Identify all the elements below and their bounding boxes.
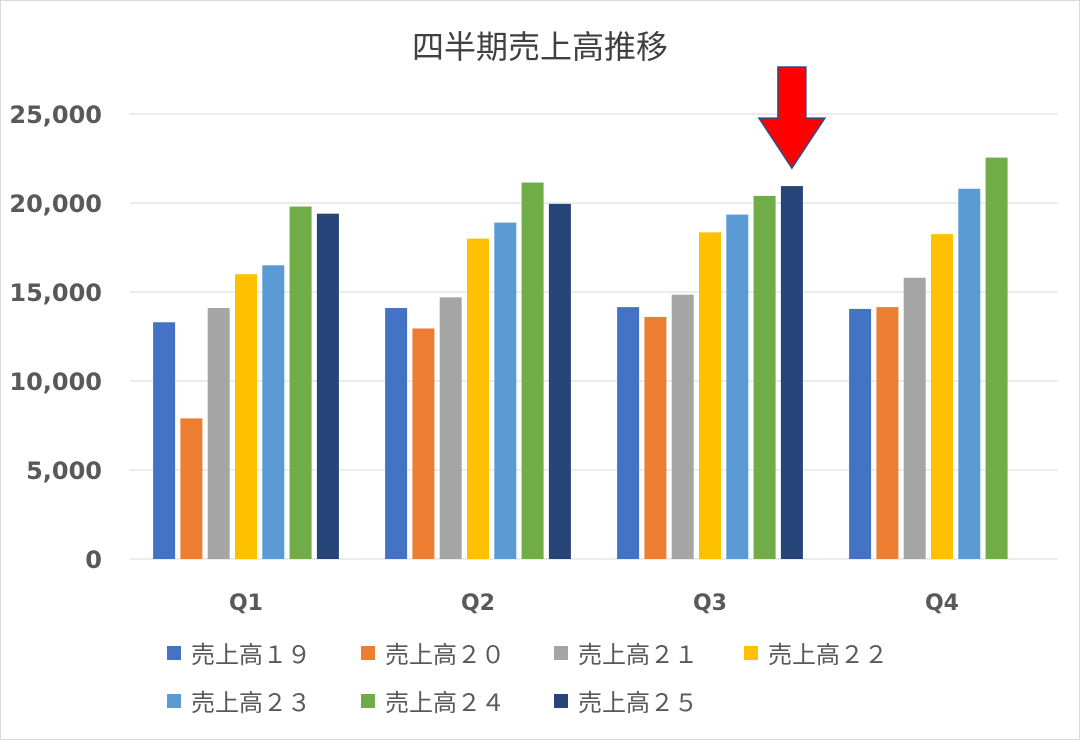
bar [958,188,981,559]
gridlines [130,113,1058,560]
red-arrow-icon [757,66,827,170]
x-axis-tick-labels: Q1 Q2 Q3 Q4 [229,591,959,616]
legend: 売上高１９ 売上高２０ 売上高２１ 売上高２２ 売上高２３ 売上高２４ 売上高２５ [167,641,888,717]
legend-swatch [744,646,758,660]
legend-swatch [361,646,375,660]
x-tick-label: Q2 [461,591,495,616]
bar [699,232,721,559]
bar [726,214,749,559]
y-tick-label: 10,000 [9,368,102,396]
annotation [757,66,827,170]
bar [439,297,462,559]
bar [548,203,571,559]
x-tick-label: Q3 [693,591,727,616]
bar [289,206,312,559]
bar [494,222,517,559]
bar [207,308,230,559]
bar [180,418,203,559]
y-axis-tick-labels: 0 5,000 10,000 15,000 20,000 25,000 [9,101,102,574]
x-tick-label: Q4 [925,591,959,616]
chart-title: 四半期売上高推移 [412,28,668,66]
bar [316,213,339,559]
legend-label: 売上高２５ [578,689,698,717]
legend-swatch [361,694,375,708]
y-tick-label: 20,000 [9,190,102,218]
legend-label: 売上高２４ [385,689,505,717]
y-tick-label: 25,000 [9,101,102,129]
bar [521,182,544,559]
legend-swatch [554,646,568,660]
bar [931,234,953,559]
legend-swatch [554,694,568,708]
bar [385,308,408,559]
bar [985,157,1008,560]
legend-label: 売上高２３ [191,689,311,717]
bar [617,307,640,559]
bar [412,328,435,559]
bar [903,277,926,559]
legend-label: 売上高２１ [578,641,698,669]
bar [849,308,872,559]
bar [153,322,176,559]
y-tick-label: 0 [85,546,102,574]
bar [644,316,667,559]
bars [153,157,1008,560]
legend-swatch [167,646,181,660]
bar [262,265,285,559]
bar [876,307,899,559]
bar [780,186,803,559]
legend-label: 売上高２２ [768,641,888,669]
bar [235,274,257,559]
bar [671,294,694,559]
y-tick-label: 5,000 [26,457,102,485]
bar [753,195,776,559]
legend-label: 売上高１９ [191,641,311,669]
legend-label: 売上高２０ [385,641,505,669]
bar [467,238,489,559]
x-tick-label: Q1 [229,591,263,616]
y-tick-label: 15,000 [9,279,102,307]
legend-swatch [167,694,181,708]
